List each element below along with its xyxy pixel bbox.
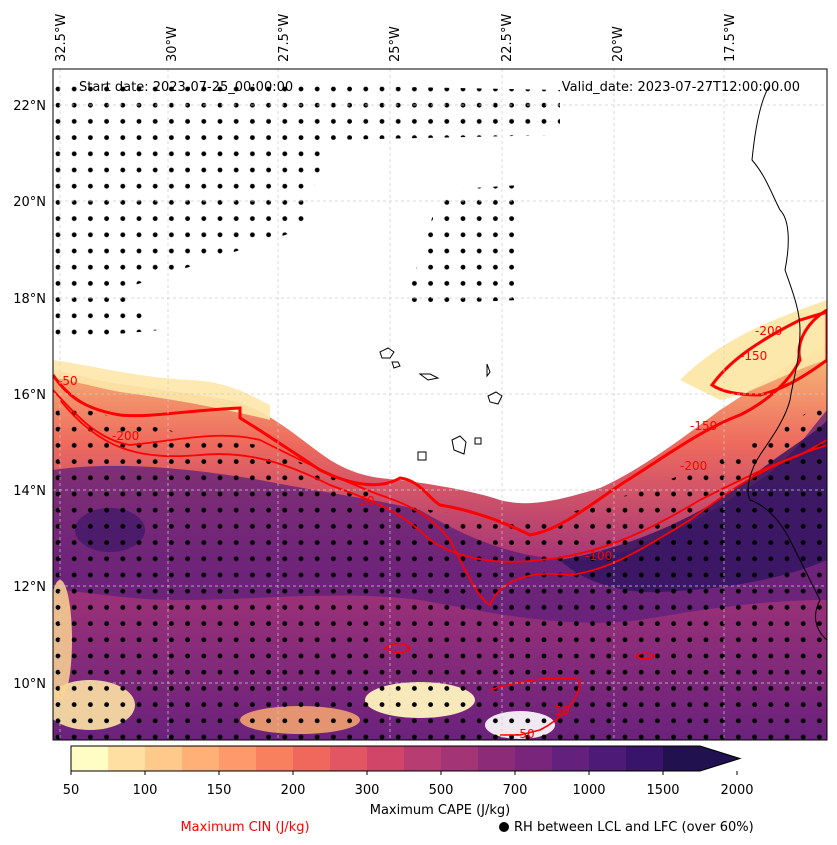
lat-label: 12°N [13, 580, 46, 595]
colorbar-ticks: 50 100 150 200 300 500 700 1000 1500 2000 [63, 771, 754, 798]
rh-dots-north-east [400, 185, 520, 305]
valid-date: Valid_date: 2023-07-27T12:00:00.00 [562, 80, 800, 95]
colorbar-segment [145, 746, 183, 771]
cin-contour-south [489, 677, 581, 736]
lat-label: 16°N [13, 388, 46, 403]
lat-label: 20°N [13, 195, 46, 210]
colorbar-outline [70, 745, 742, 772]
lon-labels: 32.5°W 30°W 27.5°W 25°W 22.5°W 20°W 17.5… [54, 14, 738, 62]
colorbar-segment [663, 746, 701, 771]
cape-verde-islands [379, 347, 503, 461]
cin-label: -50 [355, 494, 375, 508]
colorbar-segment [256, 746, 294, 771]
colorbar-tick-label: 150 [207, 783, 232, 798]
map-panel: -50 -200 -50 -150 -200 -200 -150 -100 -5… [53, 69, 827, 741]
gridlines [53, 69, 827, 740]
start-date: Start date: 2023-07-25_00:00:00 [79, 80, 293, 95]
cin-contour-inner-2 [59, 399, 827, 563]
rh-dots-north [53, 80, 560, 340]
cape-fringe [53, 360, 270, 420]
lon-label: 22.5°W [500, 14, 515, 62]
lat-label: 22°N [13, 99, 46, 114]
cin-label: -200 [755, 324, 782, 338]
colorbar-segment [367, 746, 405, 771]
colorbar-segment [626, 746, 664, 771]
colorbar-tick-label: 2000 [720, 783, 753, 798]
cin-contour-inner [53, 389, 827, 607]
cin-contour-south-2 [383, 642, 412, 654]
lat-labels: 22°N 20°N 18°N 16°N 14°N 12°N 10°N [13, 99, 46, 692]
colorbar-tick-label: 200 [281, 783, 306, 798]
cin-label: -100 [585, 549, 612, 563]
map-frame [52, 68, 828, 741]
colorbar-tick-label: 100 [133, 783, 158, 798]
cape-colorbar [70, 745, 742, 772]
colorbar-segment [478, 746, 516, 771]
colorbar-segment [515, 746, 553, 771]
colorbar-title: Maximum CAPE (J/kg) [370, 803, 510, 818]
cin-contour-outer [53, 308, 827, 537]
colorbar-segment [441, 746, 479, 771]
colorbar-segment [182, 746, 220, 771]
lon-label: 30°W [165, 26, 180, 62]
colorbar-segment [404, 746, 442, 771]
lat-label: 10°N [13, 677, 46, 692]
colorbar-segment [108, 746, 146, 771]
cin-label: -50 [515, 727, 535, 741]
colorbar-segment [552, 746, 590, 771]
cin-label: -150 [690, 419, 717, 433]
lat-label: 18°N [13, 292, 46, 307]
colorbar-tick-label: 1500 [646, 783, 679, 798]
lon-label: 17.5°W [723, 14, 738, 62]
colorbar-tick-label: 700 [503, 783, 528, 798]
colorbar-segment [219, 746, 257, 771]
lon-label: 25°W [388, 26, 403, 62]
lat-label: 14°N [13, 484, 46, 499]
lon-label: 20°W [611, 26, 626, 62]
colorbar-tick-label: 500 [429, 783, 454, 798]
colorbar-tick-label: 1000 [572, 783, 605, 798]
cin-legend-label: Maximum CIN (J/kg) [180, 820, 309, 835]
african-coastline [747, 84, 827, 641]
lon-label: 32.5°W [54, 14, 69, 62]
colorbar-tick-label: 50 [63, 783, 80, 798]
cin-label: -50 [550, 704, 570, 718]
cin-label: -50 [58, 374, 78, 388]
colorbar-segment [330, 746, 368, 771]
colorbar-extend-arrow [700, 746, 740, 771]
colorbar-segment [71, 746, 109, 771]
cin-label: -200 [680, 459, 707, 473]
colorbar-tick-label: 300 [355, 783, 380, 798]
colorbar-segment [293, 746, 331, 771]
cin-label: -200 [112, 429, 139, 443]
rh-dot-marker [499, 822, 509, 832]
colorbar-segment [589, 746, 627, 771]
rh-legend-label: RH between LCL and LFC (over 60%) [514, 820, 754, 835]
lon-label: 27.5°W [277, 14, 292, 62]
rh-dots-south [53, 400, 827, 740]
cin-contour-south-3 [634, 652, 656, 660]
cin-label: -150 [740, 349, 767, 363]
